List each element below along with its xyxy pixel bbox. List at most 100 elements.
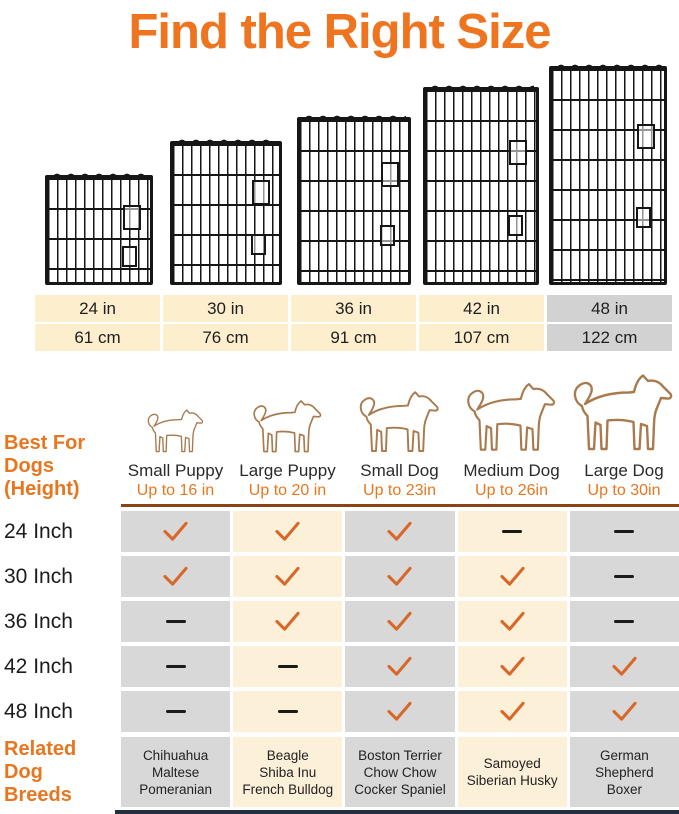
dog-column-4: Medium Dog Up to 26in [457, 373, 566, 501]
crate-panel-slot [290, 112, 417, 288]
grid-cell-36-inch-col2 [233, 601, 343, 642]
grid-cell-48-inch-col2 [233, 691, 343, 732]
size-cell-cm-3: 91 cm [291, 324, 416, 351]
dash-icon [277, 709, 298, 714]
grid-cell-30-inch-col1 [121, 556, 231, 597]
grid-cell-24-inch-col4 [457, 511, 567, 552]
header-divider-rule [121, 504, 679, 507]
size-cell-cm-2: 76 cm [163, 324, 288, 351]
breed-name: Beagle [266, 747, 309, 763]
grid-row-label-30-inch: 30 Inch [4, 564, 73, 588]
breeds-cell-col2: Beagle Shiba Inu French Bulldog [233, 737, 343, 807]
check-icon [500, 656, 525, 676]
dash-icon [277, 664, 298, 669]
crate-panel-slot [417, 82, 544, 288]
check-icon [163, 566, 188, 586]
latch-icon [379, 225, 395, 247]
grid-cell-42-inch-col2 [233, 646, 343, 687]
grid-cell-30-inch-col5 [569, 556, 679, 597]
wire-panel-30in [170, 136, 283, 285]
grid-cell-42-inch-col1 [121, 646, 231, 687]
latch-icon [252, 179, 271, 205]
check-icon [275, 566, 300, 586]
grid-cell-24-inch-col5 [569, 511, 679, 552]
grid-row-label-36-inch: 36 Inch [4, 609, 73, 633]
dog-height-limit: Up to 16 in [136, 482, 215, 499]
chihuahua-outline-icon [145, 403, 207, 455]
breed-name: Chow Chow [363, 764, 437, 780]
dog-column-2: Large Puppy Up to 20 in [233, 393, 342, 501]
grid-cell-36-inch-col1 [121, 601, 231, 642]
check-icon [387, 611, 413, 631]
best-for-dogs-line2: (Height) [4, 478, 80, 500]
dash-icon [614, 574, 635, 579]
dog-size-label: Large Puppy [239, 461, 336, 480]
dash-icon [614, 619, 635, 624]
size-table: 24 in 30 in 36 in 42 in 48 in 61 cm 76 cm 91 cm… [35, 295, 672, 351]
grid-cell-24-inch-col3 [345, 511, 455, 552]
grid-row-label-42-inch: 42 Inch [4, 654, 73, 678]
related-breeds-line1: Related Dog [4, 737, 77, 783]
grid-cell-48-inch-col5 [569, 691, 679, 732]
check-icon [612, 656, 637, 676]
breeds-cell-col1: Chihuahua Maltese Pomeranian [121, 737, 231, 807]
dash-icon [165, 709, 186, 714]
breed-name: Chihuahua [142, 747, 209, 763]
size-cell-inches-3: 36 in [291, 295, 416, 322]
grid-row-label-48-inch: 48 Inch [4, 699, 73, 723]
page-title: Find the Right Size [128, 5, 552, 59]
grid-cell-30-inch-col2 [233, 556, 343, 597]
breed-name: Boston Terrier [358, 747, 442, 763]
compatibility-grid: 24 Inch 30 Inch 36 Inch 42 Inch 48 Inch [0, 511, 679, 732]
check-icon [612, 701, 637, 721]
grid-cell-48-inch-col4 [457, 691, 567, 732]
dog-column-3: Small Dog Up to 23in [345, 383, 454, 501]
grid-cell-42-inch-col5 [569, 646, 679, 687]
dog-height-limit: Up to 20 in [248, 482, 327, 499]
breed-name: Shepherd [595, 764, 654, 780]
dog-height-limit: Up to 26in [475, 482, 548, 499]
grid-cell-24-inch-col1 [121, 511, 231, 552]
grid-cell-42-inch-col4 [457, 646, 567, 687]
latch-icon [637, 124, 656, 150]
grid-cell-48-inch-col1 [121, 691, 231, 732]
breeds-cell-col4: Samoyed Siberian Husky [457, 737, 567, 807]
breed-name: Siberian Husky [466, 773, 558, 788]
breed-name: Boxer [606, 781, 643, 797]
wire-panel-42in [422, 82, 539, 285]
latch-icon [508, 139, 527, 165]
size-cell-inches-1: 24 in [35, 295, 160, 322]
check-icon [275, 611, 300, 631]
grid-cell-24-inch-col2 [233, 511, 343, 552]
breed-name: Maltese [151, 764, 200, 780]
related-breeds-label: Related Dog Breeds [0, 738, 118, 807]
dash-icon [502, 529, 523, 534]
terrier-puppy-outline-icon [250, 393, 326, 455]
related-breeds-row: Related Dog Breeds Chihuahua Maltese Pomer… [0, 737, 679, 807]
size-cell-inches-5: 48 in [547, 295, 672, 322]
breeds-cell-col3: Boston Terrier Chow Chow Cocker Spaniel [345, 737, 455, 807]
check-icon [387, 566, 413, 586]
mastiff-outline-icon [569, 363, 679, 455]
check-icon [387, 701, 413, 721]
size-cell-cm-5: 122 cm [547, 324, 672, 351]
wire-panel-36in [296, 112, 411, 285]
check-icon [500, 611, 525, 631]
check-icon [275, 521, 300, 541]
check-icon [387, 656, 413, 676]
latch-icon [380, 162, 399, 188]
breed-name: Shiba Inu [259, 764, 317, 780]
best-for-dogs-label: Best For Dogs (Height) [0, 432, 118, 501]
crate-panel-slot [545, 61, 672, 288]
grid-cell-36-inch-col4 [457, 601, 567, 642]
check-icon [163, 521, 188, 541]
wire-panel-48in [549, 61, 668, 285]
dog-column-1: Small Puppy Up to 16 in [121, 403, 230, 501]
dog-size-label: Large Dog [584, 461, 664, 480]
check-icon [500, 566, 525, 586]
breed-name: Samoyed [483, 756, 541, 771]
grid-cell-30-inch-col3 [345, 556, 455, 597]
grid-cell-36-inch-col3 [345, 601, 455, 642]
latch-icon [636, 207, 652, 229]
